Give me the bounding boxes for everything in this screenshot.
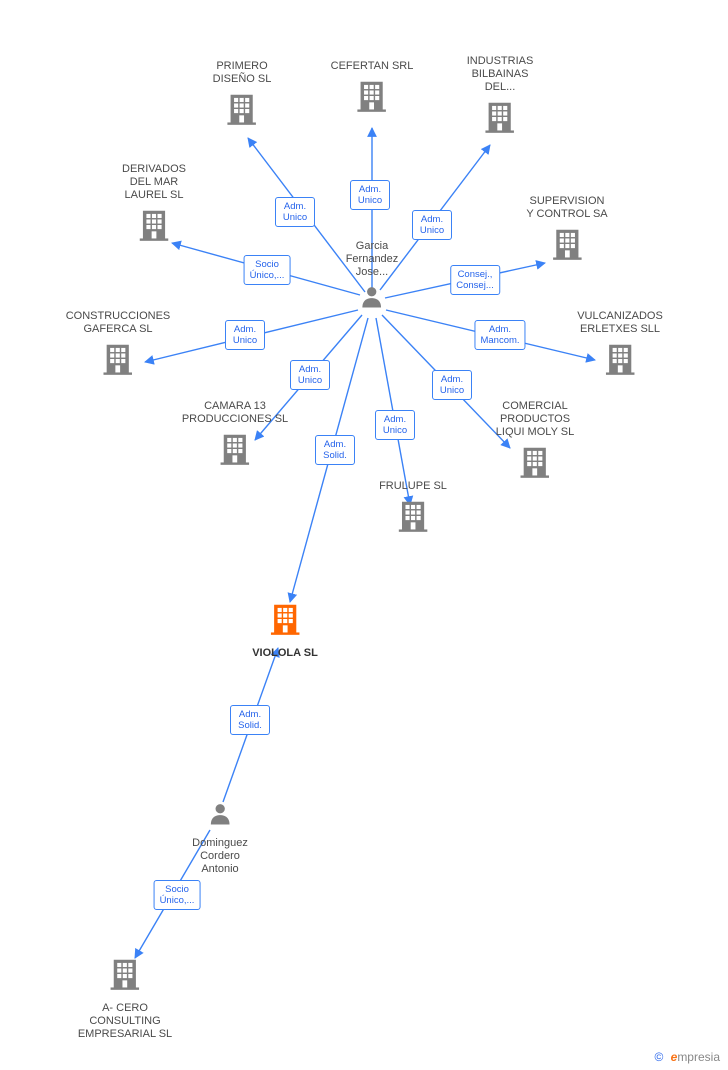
node-vulcan: VULCANIZADOS ERLETXES SLL — [577, 310, 663, 383]
node-industrias: INDUSTRIAS BILBAINAS DEL... — [467, 55, 534, 141]
building-icon — [135, 206, 173, 244]
node-label: INDUSTRIAS BILBAINAS DEL... — [467, 55, 534, 94]
building-icon — [353, 77, 391, 115]
edge-label: Adm. Solid. — [315, 435, 355, 465]
edge-label: Adm. Unico — [432, 370, 472, 400]
node-derivados: DERIVADOS DEL MAR LAUREL SL — [122, 163, 186, 249]
node-construc: CONSTRUCCIONES GAFERCA SL — [66, 310, 171, 383]
node-acero: A- CERO CONSULTING EMPRESARIAL SL — [78, 955, 172, 1041]
node-label: VULCANIZADOS ERLETXES SLL — [577, 310, 663, 336]
node-cefertan: CEFERTAN SRL — [331, 60, 414, 120]
node-violola: VIOLOLA SL — [252, 600, 318, 660]
building-icon — [394, 497, 432, 535]
node-label: Dominguez Cordero Antonio — [192, 837, 248, 876]
edge-label: Adm. Solid. — [230, 705, 270, 735]
edge-label: Socio Único,... — [154, 880, 201, 910]
node-label: PRIMERO DISEÑO SL — [213, 60, 272, 86]
node-label: A- CERO CONSULTING EMPRESARIAL SL — [78, 1002, 172, 1041]
building-icon — [99, 340, 137, 378]
footer-copyright: © empresia — [654, 1050, 720, 1064]
node-camara: CAMARA 13 PRODUCCIONES SL — [182, 400, 288, 473]
node-frulupe: FRULUPE SL — [379, 480, 447, 540]
building-icon — [548, 225, 586, 263]
building-icon — [223, 90, 261, 128]
node-label: CAMARA 13 PRODUCCIONES SL — [182, 400, 288, 426]
edge-label: Adm. Unico — [350, 180, 390, 210]
edge-label: Adm. Unico — [375, 410, 415, 440]
node-label: VIOLOLA SL — [252, 647, 318, 660]
node-supervision: SUPERVISION Y CONTROL SA — [526, 195, 607, 268]
node-dominguez: Dominguez Cordero Antonio — [192, 800, 248, 876]
edge-label: Adm. Unico — [225, 320, 265, 350]
edge-label: Socio Único,... — [244, 255, 291, 285]
building-icon — [266, 600, 304, 638]
node-label: Garcia Fernandez Jose... — [346, 240, 399, 279]
edge-label: Adm. Unico — [290, 360, 330, 390]
edge-label: Adm. Mancom. — [474, 320, 525, 350]
building-icon — [481, 98, 519, 136]
node-label: COMERCIAL PRODUCTOS LIQUI MOLY SL — [496, 400, 574, 439]
node-label: FRULUPE SL — [379, 480, 447, 493]
edge-label: Adm. Unico — [412, 210, 452, 240]
node-label: CEFERTAN SRL — [331, 60, 414, 73]
building-icon — [216, 430, 254, 468]
diagram-canvas: PRIMERO DISEÑO SL CEFERTAN SRL INDUSTRIA… — [0, 0, 728, 1070]
node-primero: PRIMERO DISEÑO SL — [213, 60, 272, 133]
node-label: SUPERVISION Y CONTROL SA — [526, 195, 607, 221]
edges-layer — [0, 0, 728, 1070]
building-icon — [601, 340, 639, 378]
edge-label: Adm. Unico — [275, 197, 315, 227]
building-icon — [516, 443, 554, 481]
node-label: CONSTRUCCIONES GAFERCA SL — [66, 310, 171, 336]
edge-label: Consej., Consej... — [450, 265, 500, 295]
node-label: DERIVADOS DEL MAR LAUREL SL — [122, 163, 186, 202]
copyright-symbol: © — [654, 1050, 663, 1064]
building-icon — [106, 955, 144, 993]
person-icon — [206, 800, 234, 828]
node-comercial: COMERCIAL PRODUCTOS LIQUI MOLY SL — [496, 400, 574, 486]
person-icon — [358, 283, 386, 311]
brand-rest: mpresia — [677, 1050, 720, 1064]
node-garcia: Garcia Fernandez Jose... — [346, 240, 399, 316]
